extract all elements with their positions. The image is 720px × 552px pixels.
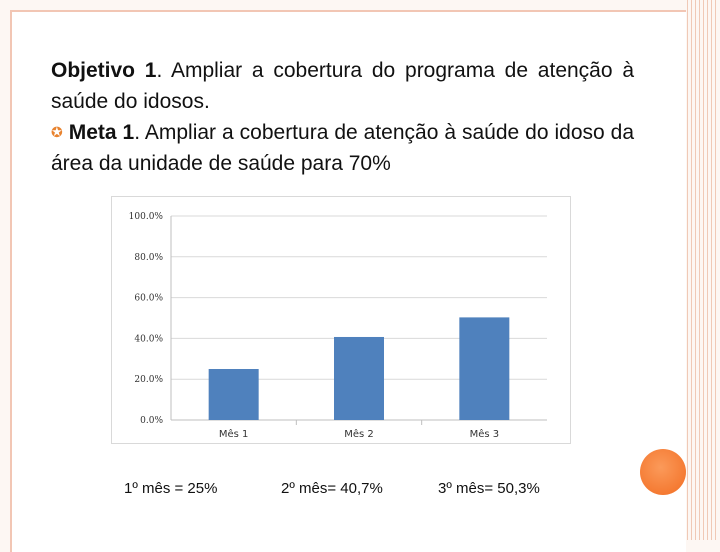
x-category-label: Mês 2: [344, 428, 374, 440]
decorative-rules: [684, 0, 720, 540]
bar-chart-svg: 0.0% 20.0% 40.0% 60.0% 80.0% 100.0% Mês 1 Mês 2…: [111, 196, 571, 444]
objective-text: . Ampliar a cobertura do programa de ate…: [51, 59, 634, 113]
caption-month-2: 2º mês= 40,7%: [281, 480, 383, 497]
bar-3: [459, 317, 510, 420]
goal-label: Meta 1: [68, 121, 135, 144]
caption-month-3: 3º mês= 50,3%: [438, 480, 540, 497]
bullet-icon: ✪: [51, 124, 63, 140]
bar-chart: 0.0% 20.0% 40.0% 60.0% 80.0% 100.0% Mês 1 Mês 2…: [111, 196, 571, 444]
y-tick-label: 0.0%: [140, 416, 163, 426]
bar-2: [334, 336, 384, 420]
caption-month-1: 1º mês = 25%: [124, 480, 218, 497]
y-tick-label: 20.0%: [134, 375, 163, 385]
orange-circle-decoration: [640, 449, 686, 495]
y-tick-label: 80.0%: [134, 253, 163, 263]
slide-text: Objetivo 1. Ampliar a cobertura do progr…: [51, 55, 634, 179]
captions: 1º mês = 25% 2º mês= 40,7% 3º mês= 50,3%: [0, 480, 720, 500]
y-tick-label: 100.0%: [129, 212, 164, 222]
bar-1: [208, 369, 259, 420]
objective-paragraph: Objetivo 1. Ampliar a cobertura do progr…: [51, 55, 634, 117]
x-category-label: Mês 3: [470, 428, 500, 440]
y-tick-label: 40.0%: [134, 334, 163, 344]
objective-label: Objetivo 1: [51, 59, 157, 82]
goal-paragraph: ✪ Meta 1. Ampliar a cobertura de atenção …: [51, 117, 634, 179]
goal-text: . Ampliar a cobertura de atenção à saúde…: [51, 121, 635, 175]
x-category-label: Mês 1: [219, 428, 249, 440]
y-tick-label: 60.0%: [134, 294, 163, 304]
